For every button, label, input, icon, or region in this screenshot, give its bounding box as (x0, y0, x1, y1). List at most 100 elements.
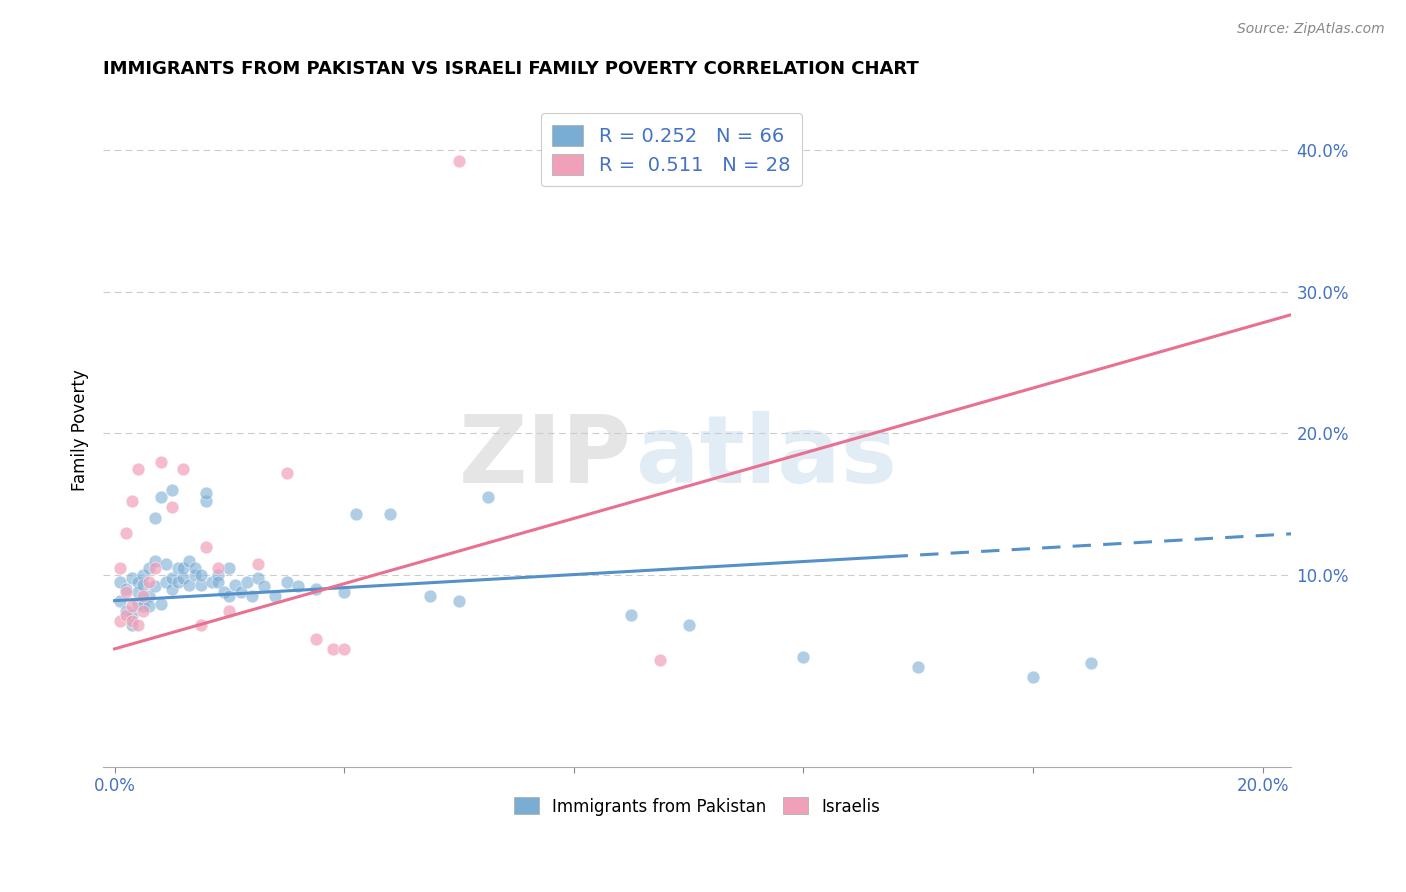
Point (127, 575, 149, 590)
Point (143, 554, 166, 568)
Point (179, 578, 201, 592)
Point (190, 617, 212, 632)
Point (115, 585, 138, 599)
Point (242, 590, 264, 604)
Point (121, 494, 143, 508)
Point (477, 490, 499, 504)
Point (127, 597, 149, 611)
Point (218, 561, 240, 575)
Text: IMMIGRANTS FROM PAKISTAN VS ISRAELI FAMILY POVERTY CORRELATION CHART: IMMIGRANTS FROM PAKISTAN VS ISRAELI FAMI… (103, 60, 920, 78)
Point (160, 483, 183, 497)
Point (132, 578, 155, 592)
Point (1022, 670, 1045, 684)
Point (132, 568, 155, 582)
Point (138, 599, 160, 614)
Point (143, 561, 166, 575)
Point (149, 455, 172, 469)
Point (218, 604, 240, 618)
Point (127, 617, 149, 632)
Point (121, 599, 143, 614)
Point (344, 507, 367, 521)
Point (207, 561, 229, 575)
Legend: Immigrants from Pakistan, Israelis: Immigrants from Pakistan, Israelis (508, 790, 887, 822)
Point (173, 462, 195, 476)
Point (132, 604, 155, 618)
Point (190, 568, 212, 582)
Point (224, 578, 246, 592)
Point (115, 525, 138, 540)
Point (138, 561, 160, 575)
Point (115, 604, 138, 618)
Point (110, 614, 132, 628)
Point (253, 579, 276, 593)
Point (127, 462, 149, 476)
Point (247, 571, 270, 585)
Point (207, 568, 229, 582)
Point (276, 466, 298, 480)
Text: Source: ZipAtlas.com: Source: ZipAtlas.com (1237, 22, 1385, 37)
Point (143, 579, 166, 593)
Point (149, 597, 172, 611)
Y-axis label: Family Poverty: Family Poverty (72, 369, 89, 491)
Point (121, 571, 143, 585)
Point (229, 585, 252, 599)
Point (115, 607, 138, 622)
Point (121, 617, 143, 632)
Point (138, 575, 160, 590)
Point (184, 568, 207, 582)
Point (110, 575, 132, 590)
Point (212, 585, 235, 599)
Point (110, 593, 132, 607)
Point (333, 585, 356, 599)
Point (207, 575, 229, 590)
Point (132, 590, 155, 604)
Point (127, 585, 149, 599)
Point (195, 494, 218, 508)
Point (155, 575, 177, 590)
Text: ZIP: ZIP (460, 410, 631, 503)
Point (792, 650, 814, 665)
Point (190, 578, 212, 592)
Point (419, 590, 441, 604)
Point (247, 557, 270, 571)
Point (173, 571, 195, 585)
Point (160, 500, 183, 514)
Point (160, 582, 183, 597)
Point (195, 540, 218, 554)
Point (620, 607, 643, 622)
Point (304, 582, 326, 597)
Point (235, 575, 257, 590)
Point (166, 575, 188, 590)
Point (149, 490, 172, 504)
Point (179, 554, 201, 568)
Point (201, 575, 224, 590)
Point (304, 632, 326, 646)
Point (447, 154, 470, 169)
Point (155, 557, 177, 571)
Point (115, 582, 138, 597)
Point (907, 660, 929, 674)
Point (380, 507, 402, 521)
Point (333, 641, 356, 656)
Point (110, 561, 132, 575)
Point (322, 641, 344, 656)
Text: atlas: atlas (636, 410, 897, 503)
Point (121, 607, 143, 622)
Point (276, 575, 298, 590)
Point (678, 617, 700, 632)
Point (166, 561, 188, 575)
Point (132, 599, 155, 614)
Point (195, 486, 218, 500)
Point (287, 579, 309, 593)
Point (648, 653, 671, 667)
Point (143, 511, 166, 525)
Point (138, 590, 160, 604)
Point (184, 561, 207, 575)
Point (264, 590, 287, 604)
Point (218, 590, 240, 604)
Point (160, 571, 183, 585)
Point (121, 614, 143, 628)
Point (447, 593, 470, 607)
Point (173, 561, 195, 575)
Point (1080, 656, 1102, 670)
